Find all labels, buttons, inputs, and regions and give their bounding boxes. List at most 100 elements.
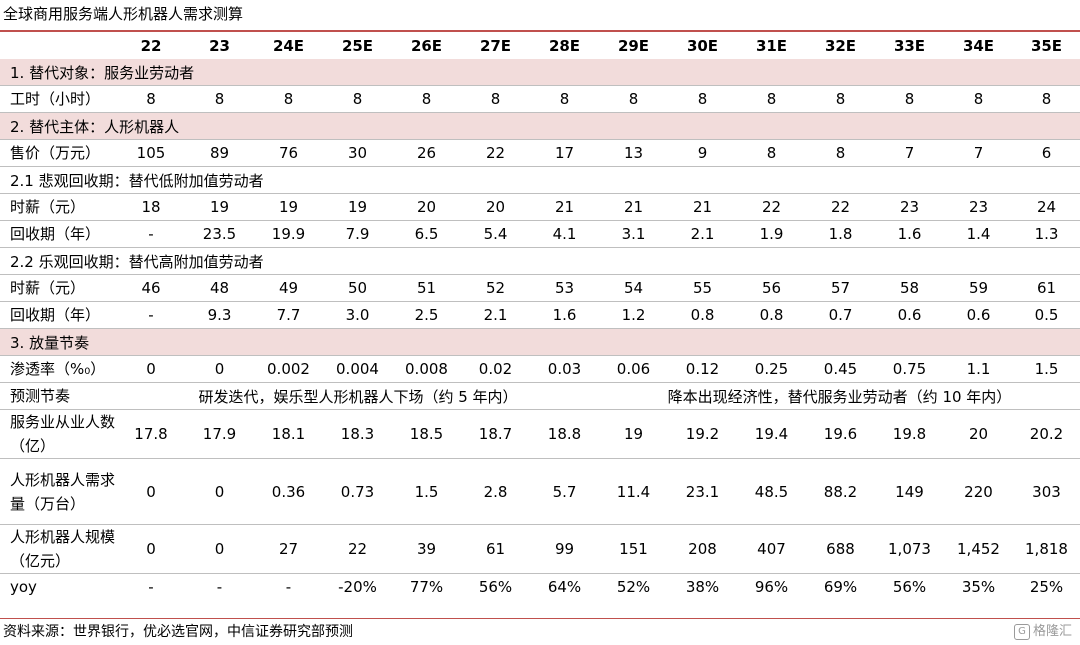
table-cell: 20 — [392, 193, 461, 221]
table-cell: 8 — [806, 85, 875, 113]
table-cell: 22 — [461, 139, 530, 167]
table-cell: 49 — [254, 274, 323, 302]
table-cell: 18.5 — [392, 409, 461, 459]
table-cell: 18.7 — [461, 409, 530, 459]
table-cell: 0.25 — [737, 355, 806, 383]
table-cell: 77% — [409, 578, 444, 596]
table-cell: 48 — [185, 274, 254, 302]
table-row: 售价（万元） 105 89 76 30 26 22 17 13 9 8 8 7 7 6 — [0, 139, 1080, 167]
table-cell: 39 — [392, 524, 461, 574]
table-cell: 105 — [117, 139, 185, 167]
table-cell: 56 — [737, 274, 806, 302]
table-cell: 0 — [117, 524, 185, 574]
table-cell: 6 — [1013, 139, 1080, 167]
row-label: 回收期（年） — [0, 220, 117, 248]
table-cell: 0.12 — [668, 355, 737, 383]
year-header: 31E — [755, 36, 788, 55]
table-cell: 76 — [254, 139, 323, 167]
year-header: 35E — [1030, 36, 1063, 55]
rhythm-row: 预测节奏 研发迭代，娱乐型人形机器人下场（约 5 年内） 降本出现经济性，替代服… — [0, 382, 1080, 410]
table-cell: 19.2 — [668, 409, 737, 459]
table-cell: 21 — [599, 193, 668, 221]
table-cell: 8 — [806, 139, 875, 167]
table-cell: 19.9 — [254, 220, 323, 248]
year-header: 26E — [410, 36, 443, 55]
table-cell: 24 — [1013, 193, 1080, 221]
table-cell: 0.004 — [323, 355, 392, 383]
row-label: 时薪（元） — [0, 193, 117, 221]
table-cell: 53 — [530, 274, 599, 302]
year-header: 33E — [893, 36, 926, 55]
row-label: 回收期（年） — [0, 301, 117, 329]
year-header: 23 — [209, 36, 230, 55]
table-cell: 22 — [323, 524, 392, 574]
table-cell: 19.4 — [737, 409, 806, 459]
table-cell: 8 — [875, 85, 944, 113]
table-cell: 1.4 — [944, 220, 1013, 248]
table-cell: 23.5 — [185, 220, 254, 248]
table-cell: 1.5 — [1013, 355, 1080, 383]
table-cell: 3.0 — [323, 301, 392, 329]
row-label: yoy — [10, 578, 37, 596]
table-cell: 18.3 — [323, 409, 392, 459]
table-cell: - — [148, 578, 154, 596]
watermark: G 格隆汇 — [1013, 621, 1072, 643]
table-cell: 2.8 — [461, 458, 530, 525]
table-cell: 0.73 — [323, 458, 392, 525]
top-rule — [0, 30, 1080, 32]
table-row: 回收期（年） -23.5 19.9 7.9 6.5 5.4 4.1 3.1 2.1 1.9 1.8 1… — [0, 220, 1080, 248]
table-cell: 2.1 — [461, 301, 530, 329]
table-cell: 54 — [599, 274, 668, 302]
table-row: 时薪（元） 18 19 19 19 20 20 21 21 21 22 22 23 23 24 — [0, 193, 1080, 221]
table-cell: 61 — [461, 524, 530, 574]
row-label: 人形机器人需求量（万台） — [0, 458, 117, 525]
demand-table: 22 23 24E 25E 26E 27E 28E 29E 30E 31E 32E 33E 34E 35E… — [0, 32, 1080, 600]
subsection-row: 2.2 乐观回收期：替代高附加值劳动者 — [0, 247, 1080, 275]
table-cell: 20 — [461, 193, 530, 221]
table-cell: 23.1 — [668, 458, 737, 525]
table-cell: 48.5 — [737, 458, 806, 525]
rhythm-phase-2: 降本出现经济性，替代服务业劳动者（约 10 年内） — [599, 382, 1080, 410]
table-cell: 52 — [461, 274, 530, 302]
table-cell: 0.8 — [737, 301, 806, 329]
table-row: 渗透率（%₀） 0 0 0.002 0.004 0.008 0.02 0.03 0.06 0.12… — [0, 355, 1080, 383]
table-cell: 17 — [530, 139, 599, 167]
table-cell: 8 — [737, 139, 806, 167]
year-header: 28E — [548, 36, 581, 55]
rhythm-phase-1: 研发迭代，娱乐型人形机器人下场（约 5 年内） — [117, 382, 599, 410]
table-cell: 8 — [117, 85, 185, 113]
table-cell: 59 — [944, 274, 1013, 302]
table-cell: 25% — [1029, 578, 1064, 596]
table-cell: 17.8 — [117, 409, 185, 459]
table-cell: 57 — [806, 274, 875, 302]
section-label: 2. 替代主体：人形机器人 — [0, 112, 1080, 140]
table-cell: 0 — [185, 524, 254, 574]
year-header: 29E — [617, 36, 650, 55]
table-cell: 0 — [117, 355, 185, 383]
table-cell: 64% — [547, 578, 582, 596]
table-cell: 8 — [599, 85, 668, 113]
table-cell: 1.9 — [737, 220, 806, 248]
table-cell: 55 — [668, 274, 737, 302]
year-header: 24E — [272, 36, 305, 55]
table-cell: 22 — [737, 193, 806, 221]
table-cell: 2.5 — [392, 301, 461, 329]
section-row: 2. 替代主体：人形机器人 — [0, 112, 1080, 140]
table-cell: 0.02 — [461, 355, 530, 383]
table-cell: 1,452 — [944, 524, 1013, 574]
table-cell: 21 — [530, 193, 599, 221]
table-cell: 19.8 — [875, 409, 944, 459]
table-cell: 18.8 — [530, 409, 599, 459]
table-cell: 149 — [875, 458, 944, 525]
table-cell: 220 — [944, 458, 1013, 525]
table-cell: 1.6 — [530, 301, 599, 329]
table-cell: 9 — [668, 139, 737, 167]
table-cell: 7.7 — [254, 301, 323, 329]
table-cell: 19 — [254, 193, 323, 221]
table-row: 工时（小时） 8 8 8 8 8 8 8 8 8 8 8 8 8 8 — [0, 85, 1080, 113]
table-cell: 303 — [1013, 458, 1080, 525]
table-cell: 8 — [185, 85, 254, 113]
table-cell: 7 — [944, 139, 1013, 167]
table-row: 时薪（元） 46 48 49 50 51 52 53 54 55 56 57 58 59 61 — [0, 274, 1080, 302]
table-cell: 2.1 — [668, 220, 737, 248]
